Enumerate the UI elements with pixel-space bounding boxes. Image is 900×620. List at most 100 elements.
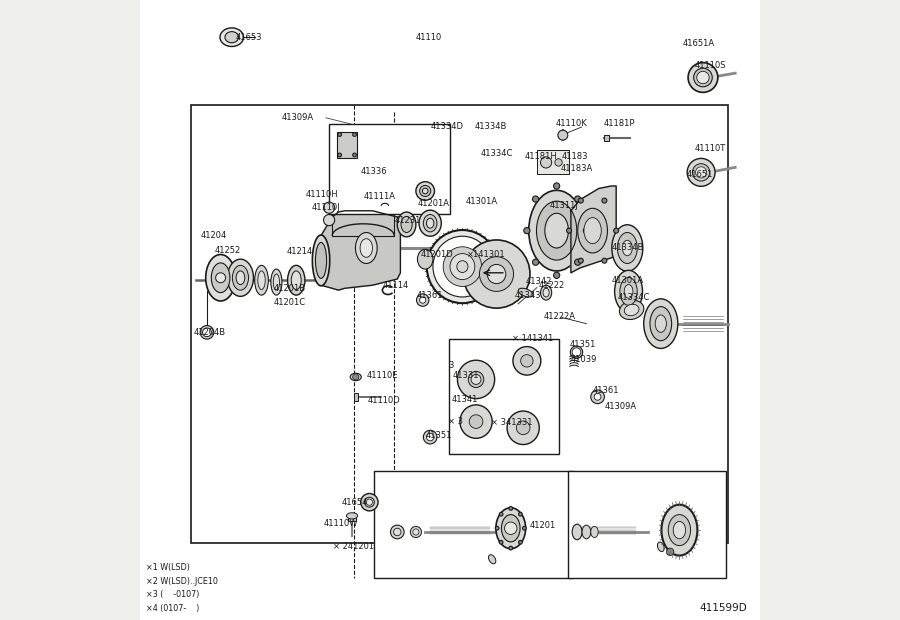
Polygon shape	[571, 186, 617, 273]
Bar	[348, 516, 356, 521]
Text: 41201C: 41201C	[274, 298, 306, 307]
Circle shape	[505, 522, 517, 534]
Circle shape	[508, 507, 513, 510]
Ellipse shape	[694, 68, 712, 87]
Circle shape	[614, 228, 618, 233]
Ellipse shape	[360, 239, 373, 257]
Text: 41301A: 41301A	[466, 197, 499, 206]
Circle shape	[338, 133, 341, 136]
Ellipse shape	[423, 215, 437, 232]
Text: 41204B: 41204B	[194, 328, 225, 337]
Ellipse shape	[554, 159, 562, 166]
Text: 41201A: 41201A	[418, 199, 450, 208]
Circle shape	[353, 153, 356, 157]
Ellipse shape	[427, 433, 434, 441]
Ellipse shape	[312, 235, 329, 286]
Circle shape	[508, 546, 513, 550]
Ellipse shape	[572, 525, 582, 539]
Ellipse shape	[673, 521, 686, 539]
Ellipse shape	[450, 254, 475, 280]
Text: 41651A: 41651A	[682, 39, 715, 48]
Ellipse shape	[688, 159, 716, 186]
Bar	[449, 339, 559, 454]
Circle shape	[696, 167, 706, 178]
Ellipse shape	[413, 529, 419, 535]
Text: 41351: 41351	[570, 340, 596, 348]
Ellipse shape	[650, 306, 671, 341]
Ellipse shape	[212, 263, 230, 293]
Ellipse shape	[617, 232, 637, 264]
Ellipse shape	[619, 301, 644, 319]
Bar	[536, 150, 569, 174]
Circle shape	[666, 548, 674, 556]
Circle shape	[366, 499, 373, 505]
Text: 41654: 41654	[342, 498, 368, 507]
Ellipse shape	[364, 497, 374, 507]
Ellipse shape	[257, 271, 266, 290]
Ellipse shape	[463, 240, 530, 308]
Bar	[329, 124, 450, 214]
Ellipse shape	[469, 415, 483, 428]
Text: 41181H: 41181H	[525, 152, 557, 161]
Ellipse shape	[590, 526, 598, 538]
Ellipse shape	[418, 249, 433, 269]
Ellipse shape	[657, 542, 664, 552]
Circle shape	[518, 512, 522, 516]
Circle shape	[353, 133, 356, 136]
Ellipse shape	[612, 225, 643, 272]
Bar	[192, 105, 728, 542]
Ellipse shape	[443, 247, 482, 286]
Ellipse shape	[422, 188, 428, 194]
Circle shape	[202, 328, 211, 337]
Ellipse shape	[615, 270, 643, 312]
Bar	[568, 471, 726, 578]
Ellipse shape	[220, 28, 244, 46]
Ellipse shape	[460, 405, 492, 438]
Ellipse shape	[543, 288, 549, 297]
Ellipse shape	[541, 285, 552, 300]
Circle shape	[533, 259, 539, 265]
Ellipse shape	[578, 208, 608, 253]
Ellipse shape	[457, 360, 495, 399]
Ellipse shape	[292, 271, 302, 290]
Circle shape	[602, 258, 607, 263]
Circle shape	[323, 202, 335, 213]
Circle shape	[579, 198, 583, 203]
Ellipse shape	[288, 265, 305, 295]
Text: 41222A: 41222A	[544, 312, 576, 321]
Text: 41334B: 41334B	[611, 244, 644, 252]
Circle shape	[353, 374, 359, 380]
Text: 41111A: 41111A	[364, 192, 395, 201]
Text: 41231: 41231	[394, 216, 420, 225]
Text: ×1 W(LSD): ×1 W(LSD)	[146, 563, 190, 572]
Ellipse shape	[419, 210, 441, 236]
Ellipse shape	[513, 347, 541, 375]
Ellipse shape	[356, 232, 377, 264]
Text: × 341331: × 341331	[491, 418, 533, 427]
Text: 41351: 41351	[425, 431, 452, 440]
Ellipse shape	[662, 505, 698, 556]
Text: 41110D: 41110D	[367, 396, 400, 405]
Ellipse shape	[232, 265, 248, 290]
Bar	[604, 135, 608, 141]
Circle shape	[524, 228, 530, 234]
Ellipse shape	[590, 390, 605, 404]
Ellipse shape	[496, 508, 526, 549]
Ellipse shape	[541, 157, 552, 168]
Circle shape	[500, 541, 503, 544]
Ellipse shape	[255, 265, 268, 295]
Text: 41334B: 41334B	[475, 122, 508, 131]
Circle shape	[579, 258, 583, 263]
Polygon shape	[321, 211, 400, 290]
Ellipse shape	[582, 525, 590, 539]
Ellipse shape	[655, 315, 666, 332]
Circle shape	[558, 130, 568, 140]
Circle shape	[338, 153, 341, 157]
Ellipse shape	[206, 254, 236, 301]
Ellipse shape	[274, 274, 280, 290]
Text: 41309A: 41309A	[605, 402, 637, 410]
Ellipse shape	[427, 230, 498, 303]
Text: 41309A: 41309A	[282, 113, 313, 122]
Ellipse shape	[316, 242, 327, 278]
Ellipse shape	[361, 494, 378, 511]
